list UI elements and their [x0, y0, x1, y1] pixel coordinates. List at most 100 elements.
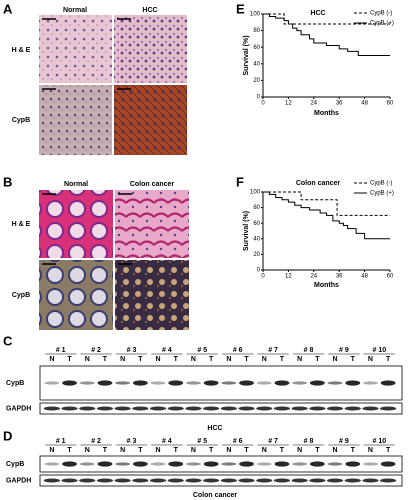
panel-label: B: [3, 174, 12, 189]
band: [292, 381, 308, 385]
lane-label: N: [191, 356, 196, 363]
y-tick-label: 100: [250, 12, 261, 18]
y-tick-label: 20: [253, 252, 260, 258]
band: [380, 461, 396, 467]
band: [344, 478, 361, 483]
image-hcc-cypb: [114, 85, 187, 155]
histology-images: [39, 15, 189, 330]
band: [132, 461, 148, 467]
lane-label: N: [333, 356, 338, 363]
band: [132, 478, 149, 483]
lane-label: T: [209, 447, 214, 454]
column-header: Colon cancer: [130, 181, 175, 188]
band: [326, 406, 344, 411]
band: [167, 406, 184, 411]
band: [185, 406, 202, 411]
lane-label: T: [280, 447, 285, 454]
lane-label: T: [386, 447, 391, 454]
band: [239, 380, 254, 386]
image-colon-cancer-he: [115, 190, 189, 258]
lane-label: N: [297, 356, 302, 363]
lane-label: T: [103, 356, 108, 363]
lane-label: N: [85, 356, 90, 363]
band: [274, 461, 290, 467]
band: [97, 461, 113, 467]
x-axis-label: Months: [314, 110, 339, 117]
band: [309, 406, 326, 411]
protein-label: GAPDH: [6, 405, 31, 412]
band: [220, 478, 237, 483]
sample-label: # 6: [233, 347, 243, 354]
x-tick-label: 48: [361, 274, 368, 280]
y-axis-label: Survival (%): [243, 35, 250, 75]
band: [256, 462, 272, 466]
band: [79, 406, 96, 411]
chart-title: Colon cancer: [296, 180, 341, 187]
band: [61, 406, 78, 411]
sample-label: # 1: [56, 438, 66, 445]
lane-label: T: [351, 356, 356, 363]
band: [43, 406, 60, 411]
legend-label: CypB (+): [370, 191, 394, 197]
band: [380, 380, 396, 386]
y-tick-label: 80: [253, 28, 260, 34]
y-axis-label: Survival (%): [243, 211, 250, 251]
band: [256, 478, 273, 483]
band: [114, 478, 131, 483]
band: [43, 478, 60, 483]
lane-label: N: [226, 356, 231, 363]
band: [203, 406, 220, 411]
protein-label: CypB: [6, 461, 24, 468]
legend-label: CypB (-): [370, 181, 392, 187]
lane-label: N: [120, 356, 125, 363]
sample-label: # 2: [91, 347, 101, 354]
panel-label: F: [236, 174, 244, 189]
legend-label: CypB (-): [370, 11, 392, 17]
band: [149, 478, 167, 483]
y-tick-label: 0: [257, 268, 261, 274]
row-header: CypB: [12, 117, 30, 124]
sample-label: # 4: [162, 347, 172, 354]
band: [203, 478, 220, 483]
x-tick-label: 24: [310, 274, 317, 280]
survival-curve: [263, 191, 390, 240]
band: [273, 478, 291, 483]
band: [221, 462, 237, 466]
image-normal-he: [39, 15, 112, 83]
band: [362, 478, 379, 483]
y-tick-label: 60: [253, 45, 260, 51]
sample-label: # 9: [339, 347, 349, 354]
band: [62, 461, 77, 467]
x-tick-label: 60: [387, 274, 394, 280]
lane-label: N: [120, 447, 125, 454]
band: [274, 380, 290, 386]
lane-label: T: [351, 447, 356, 454]
sample-label: # 4: [162, 438, 172, 445]
y-tick-label: 0: [257, 95, 261, 101]
lane-label: N: [49, 447, 54, 454]
row-header: H & E: [12, 47, 31, 54]
band: [238, 478, 255, 483]
panel-label: D: [3, 428, 12, 443]
sample-label: # 3: [127, 347, 137, 354]
band: [362, 406, 379, 411]
band: [326, 478, 344, 483]
y-tick-label: 60: [253, 221, 260, 227]
lane-label: N: [368, 447, 373, 454]
image-colon-normal-cypb: [39, 260, 113, 330]
x-tick-label: 36: [336, 274, 343, 280]
band: [309, 461, 325, 467]
lane-label: N: [297, 447, 302, 454]
y-tick-label: 80: [253, 205, 260, 211]
protein-label: CypB: [6, 380, 24, 387]
band: [344, 406, 361, 411]
lane-label: T: [174, 447, 179, 454]
band: [273, 406, 291, 411]
y-tick-label: 40: [253, 236, 260, 242]
band: [186, 462, 201, 466]
sample-label: # 1: [56, 347, 66, 354]
lane-label: N: [49, 356, 54, 363]
lane-label: T: [138, 447, 143, 454]
band: [292, 462, 308, 466]
